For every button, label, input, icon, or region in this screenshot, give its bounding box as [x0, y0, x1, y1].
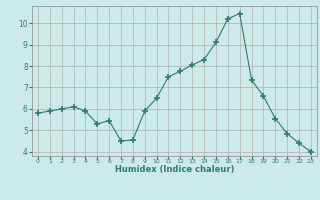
- X-axis label: Humidex (Indice chaleur): Humidex (Indice chaleur): [115, 165, 234, 174]
